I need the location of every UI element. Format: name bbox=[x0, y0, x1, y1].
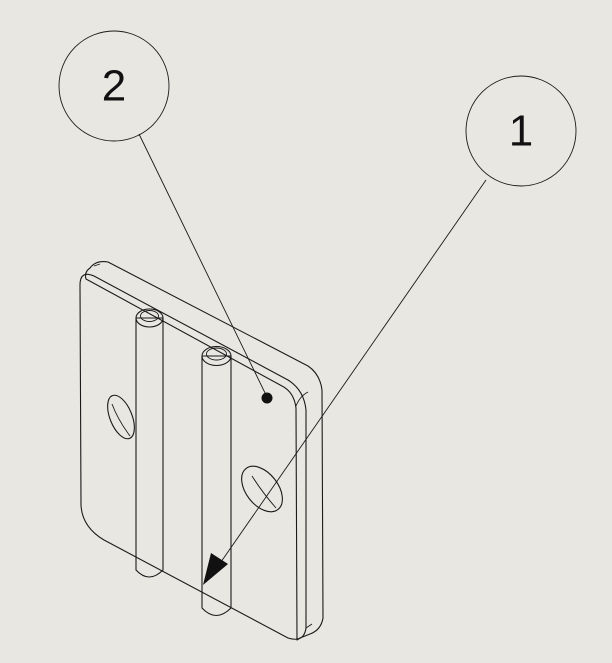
dowel-pin-right bbox=[201, 345, 232, 617]
leader-dot-2 bbox=[261, 392, 273, 404]
plate-front-face bbox=[79, 273, 307, 640]
leader-line-1 bbox=[213, 179, 487, 573]
balloon-1-label: 1 bbox=[509, 107, 533, 156]
balloon-2[interactable]: 2 bbox=[58, 30, 273, 404]
plate-part bbox=[79, 261, 324, 641]
dowel-pin-left bbox=[135, 308, 164, 578]
balloon-2-circle bbox=[58, 30, 170, 142]
leader-line-2 bbox=[138, 133, 268, 398]
balloon-1[interactable]: 1 bbox=[203, 75, 577, 585]
leader-arrowhead-1 bbox=[203, 553, 228, 585]
balloon-1-circle bbox=[465, 75, 577, 187]
balloon-2-label: 2 bbox=[102, 62, 126, 111]
plate-hole-right bbox=[241, 465, 283, 513]
plate-hole-left bbox=[107, 394, 135, 440]
